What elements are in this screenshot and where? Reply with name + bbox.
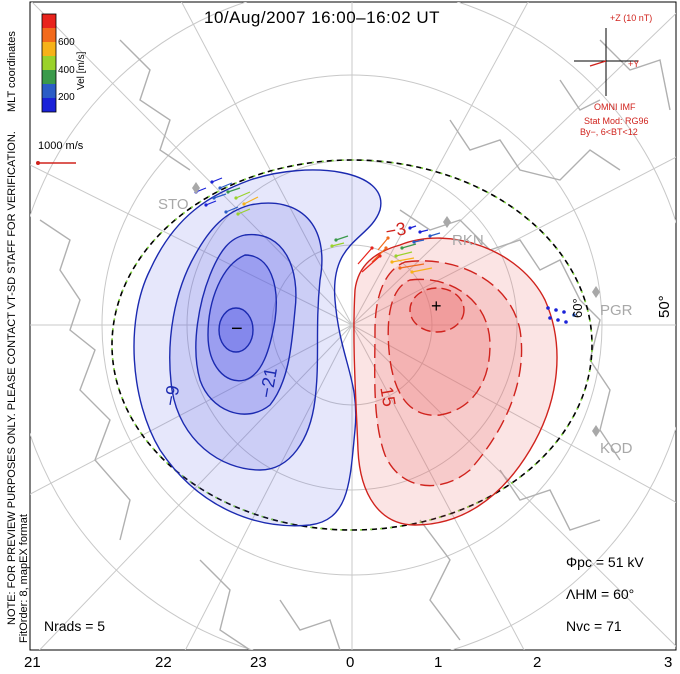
stat-phi-pc: Φpc = 51 kV	[566, 554, 644, 570]
radar-marker-rkn	[443, 216, 451, 228]
mlt-tick-3: 3	[664, 654, 673, 671]
colorbar-unit-label: Vel [m/s]	[76, 51, 87, 90]
velocity-vectors	[194, 177, 576, 324]
imf-model-line2: By−, 6<BT<12	[580, 127, 638, 137]
colorbar-swatch	[42, 56, 56, 70]
colorbar-swatch	[42, 84, 56, 98]
potential-minimum-marker: −	[231, 318, 243, 340]
colorbar	[41, 13, 57, 113]
radar-marker-sto	[192, 182, 200, 194]
mlt-tick-21: 21	[24, 654, 41, 671]
coordinate-system-label: MLT coordinates	[6, 31, 18, 112]
mlt-tick-2: 2	[533, 654, 542, 671]
imf-z-label: +Z (10 nT)	[610, 13, 653, 23]
mlt-tick-23: 23	[250, 654, 267, 671]
mlt-tick-22: 22	[155, 654, 172, 671]
map-title: 10/Aug/2007 16:00–16:02 UT	[204, 8, 441, 27]
imf-model-line1: Stat Mod: RG96	[584, 116, 649, 126]
stat-n-vc: Nvc = 71	[566, 618, 622, 634]
velocity-scale	[36, 161, 76, 165]
stat-lambda-hm: ΛHM = 60°	[566, 586, 635, 602]
imf-y-label: +Y	[628, 59, 640, 69]
latitude-label-50: 50°	[656, 295, 673, 318]
coastlines	[39, 39, 671, 650]
stat-n-rads: Nrads = 5	[44, 618, 106, 634]
colorbar-tick-400: 400	[58, 65, 75, 76]
colorbar-border	[41, 13, 57, 113]
radar-label-kod: KOD	[600, 440, 633, 457]
mlt-tick-1: 1	[434, 654, 443, 671]
colorbar-swatch	[42, 70, 56, 84]
potential-maximum-marker: +	[431, 296, 442, 316]
radar-label-sto: STO	[158, 196, 189, 213]
colorbar-swatch	[42, 28, 56, 42]
radar-marker-pgr	[592, 286, 600, 298]
hm-boundary-green	[111, 159, 593, 531]
negative-potential-cell	[133, 169, 382, 527]
imf-source: OMNI IMF	[594, 102, 636, 112]
contour-label-neg9: −9	[160, 383, 184, 408]
colorbar-tick-200: 200	[58, 92, 75, 103]
radar-marker-kod	[592, 425, 600, 437]
positive-potential-cell	[353, 237, 558, 526]
radar-label-pgr: PGR	[600, 302, 633, 319]
vector-cluster-rkn	[330, 225, 441, 274]
colorbar-tick-600: 600	[58, 37, 75, 48]
imf-dial	[574, 28, 638, 96]
radar-label-rkn: RKN	[452, 232, 484, 249]
contour-label-15: 15	[376, 385, 400, 409]
radar-sites	[192, 182, 600, 437]
preview-note: NOTE: FOR PREVIEW PURPOSES ONLY. PLEASE …	[6, 131, 18, 625]
colorbar-swatch	[42, 14, 56, 28]
velocity-scale-label: 1000 m/s	[38, 140, 84, 152]
colorbar-swatch	[42, 98, 56, 112]
mlt-tick-0: 0	[346, 654, 355, 671]
fit-order-note: FitOrder: 8, mapEX format	[18, 514, 30, 643]
latitude-label-60: 60°	[570, 298, 585, 318]
colorbar-swatch	[42, 42, 56, 56]
contour-label-neg3: −3	[384, 218, 408, 242]
vector-cluster-pgr	[546, 306, 576, 324]
